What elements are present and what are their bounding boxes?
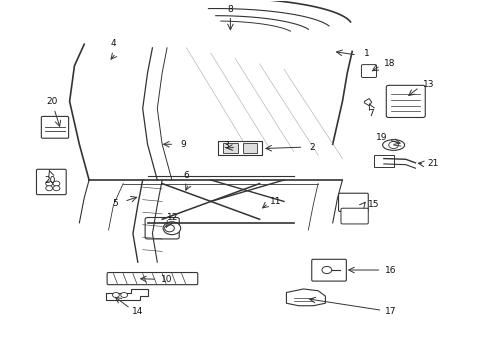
Text: 13: 13 xyxy=(423,80,434,89)
Circle shape xyxy=(121,293,127,297)
Text: 18: 18 xyxy=(384,59,395,68)
Polygon shape xyxy=(106,289,147,300)
FancyBboxPatch shape xyxy=(312,259,346,281)
Text: 20: 20 xyxy=(45,176,56,185)
FancyBboxPatch shape xyxy=(362,64,376,77)
Text: 2: 2 xyxy=(310,143,316,152)
Bar xyxy=(374,155,393,167)
Text: 3: 3 xyxy=(223,141,229,150)
Ellipse shape xyxy=(383,140,405,150)
FancyBboxPatch shape xyxy=(145,217,179,239)
Polygon shape xyxy=(287,289,325,306)
Circle shape xyxy=(322,266,332,274)
Text: 12: 12 xyxy=(167,213,178,222)
Text: 21: 21 xyxy=(428,159,439,168)
Text: 7: 7 xyxy=(368,109,373,118)
Circle shape xyxy=(165,225,174,232)
FancyBboxPatch shape xyxy=(386,85,425,117)
Circle shape xyxy=(46,186,52,191)
Text: 9: 9 xyxy=(180,140,186,149)
Text: 16: 16 xyxy=(385,266,397,275)
Text: 8: 8 xyxy=(227,5,233,14)
Text: 5: 5 xyxy=(113,199,118,208)
FancyBboxPatch shape xyxy=(341,208,368,224)
FancyBboxPatch shape xyxy=(339,193,368,211)
Text: 10: 10 xyxy=(161,275,172,284)
Text: 6: 6 xyxy=(184,171,190,180)
FancyBboxPatch shape xyxy=(41,116,69,138)
Text: 19: 19 xyxy=(376,133,388,142)
Bar xyxy=(218,141,262,155)
FancyBboxPatch shape xyxy=(36,169,66,195)
Polygon shape xyxy=(365,99,372,106)
FancyBboxPatch shape xyxy=(107,273,198,285)
Text: 14: 14 xyxy=(132,307,144,316)
Text: 17: 17 xyxy=(385,307,397,316)
Circle shape xyxy=(46,181,52,186)
Text: 1: 1 xyxy=(365,49,370,58)
Bar xyxy=(223,143,238,153)
Text: 15: 15 xyxy=(368,200,380,209)
Text: 4: 4 xyxy=(111,39,116,48)
Circle shape xyxy=(163,222,181,235)
Circle shape xyxy=(389,141,398,149)
Circle shape xyxy=(113,293,119,297)
Bar xyxy=(243,143,257,153)
Circle shape xyxy=(53,181,60,186)
Text: 11: 11 xyxy=(270,197,282,206)
Circle shape xyxy=(53,186,60,191)
Text: 20: 20 xyxy=(46,97,57,106)
